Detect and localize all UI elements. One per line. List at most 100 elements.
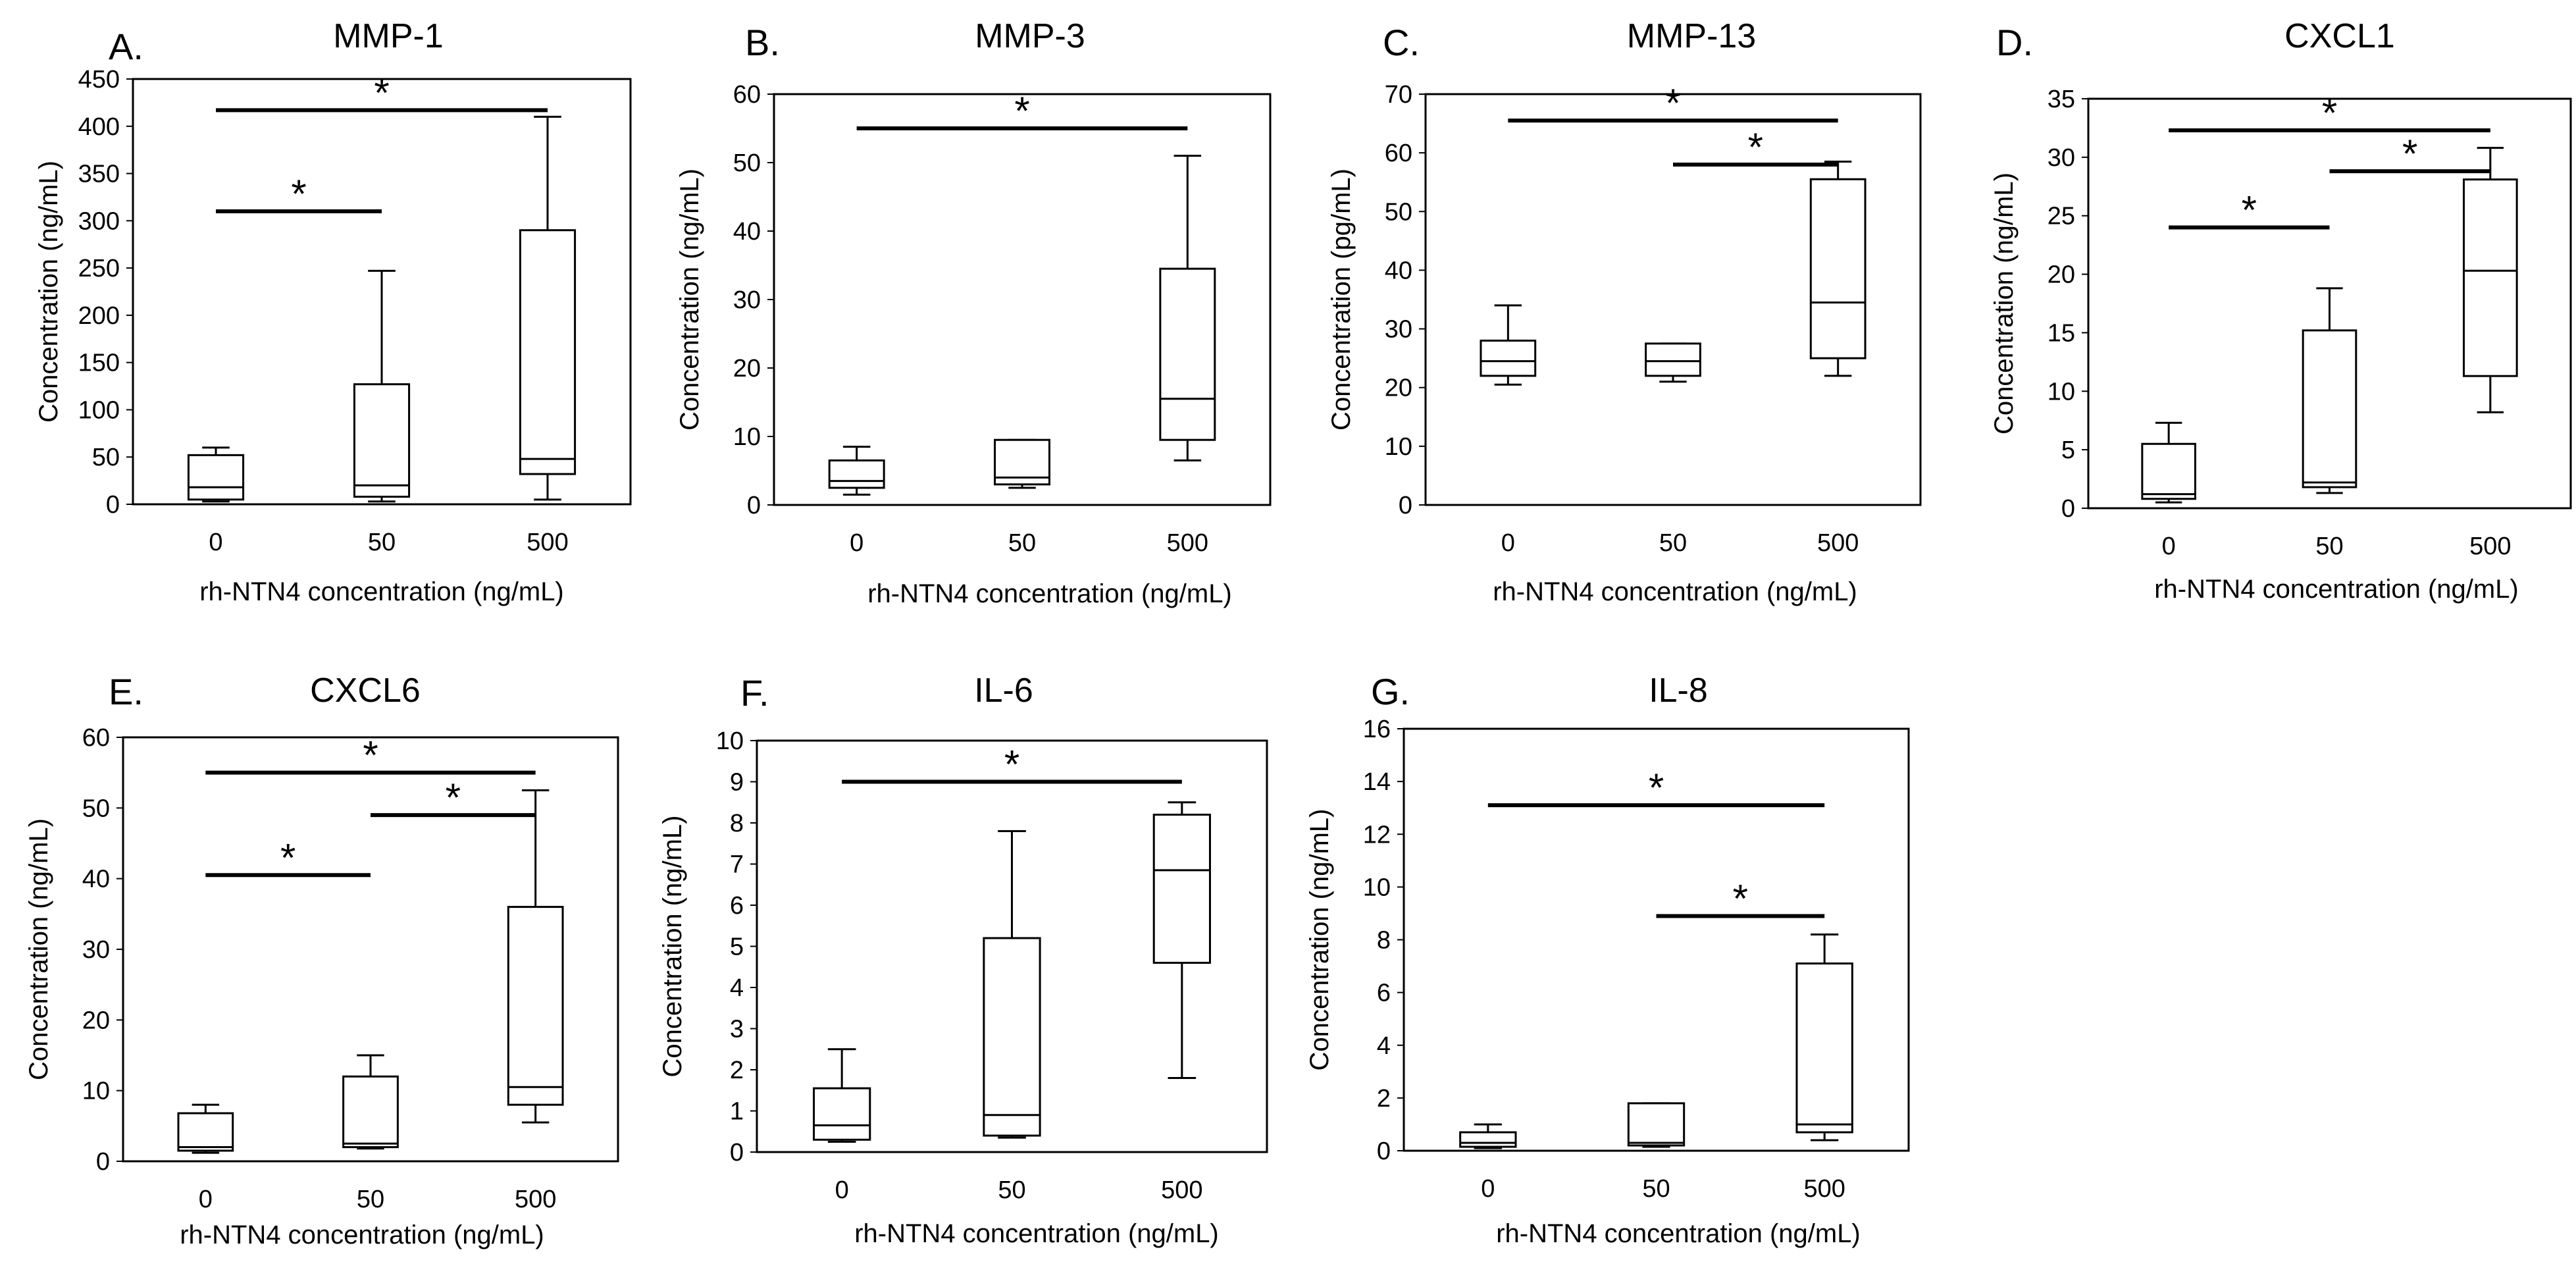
y-tick-label: 150 <box>78 350 120 377</box>
x-axis-label: rh-NTN4 concentration (ng/mL) <box>867 579 1232 608</box>
box-50 <box>1627 1102 1686 1148</box>
panel-title: IL-6 <box>974 671 1033 710</box>
significance-star: * <box>446 776 461 820</box>
x-axis-label: rh-NTN4 concentration (ng/mL) <box>199 577 564 606</box>
x-tick-label: 50 <box>1008 529 1036 557</box>
y-tick-label: 7 <box>730 851 744 879</box>
significance-star: * <box>1014 89 1029 133</box>
box-iqr <box>1809 178 1867 359</box>
box-iqr <box>342 1075 399 1149</box>
box-iqr <box>1627 1102 1686 1147</box>
significance-star: * <box>1004 743 1019 787</box>
y-tick-label: 14 <box>1363 768 1391 796</box>
box-500 <box>519 115 577 501</box>
box-iqr <box>519 229 577 475</box>
y-tick-label: 4 <box>1377 1032 1391 1060</box>
y-tick-label: 16 <box>1363 716 1391 743</box>
y-tick-label: 50 <box>92 444 120 471</box>
y-tick-label: 10 <box>1363 874 1391 901</box>
y-tick-label: 50 <box>82 795 110 822</box>
significance-star: * <box>1665 81 1680 125</box>
box-0 <box>187 446 245 503</box>
panel-title: CXCL6 <box>310 671 421 710</box>
y-tick-label: 300 <box>78 207 120 235</box>
x-axis-label: rh-NTN4 concentration (ng/mL) <box>1496 1219 1861 1248</box>
y-tick-label: 0 <box>2061 495 2075 523</box>
significance-star: * <box>1748 125 1763 169</box>
plot-frame <box>1424 93 1922 506</box>
significance-star: * <box>374 70 389 115</box>
box-iqr <box>187 454 245 501</box>
panel-letter: A. <box>109 26 143 67</box>
y-tick-label: 60 <box>733 81 761 109</box>
y-tick-label: 12 <box>1363 821 1391 849</box>
y-tick-label: 2 <box>1377 1085 1391 1113</box>
box-50 <box>994 438 1050 489</box>
y-tick-label: 450 <box>78 66 120 93</box>
y-tick-label: 10 <box>716 727 744 755</box>
y-tick-label: 5 <box>2061 436 2075 464</box>
panel-d: D. CXCL1 0 5 10 15 20 25 30 35 0 50 500 rh-NTN4 conce… <box>1990 17 2572 604</box>
y-axis-label: Concentration (ng/mL) <box>675 169 704 431</box>
y-tick-label: 30 <box>2048 144 2075 172</box>
box-iqr <box>983 937 1041 1137</box>
y-tick-label: 0 <box>1399 492 1412 519</box>
x-tick-label: 500 <box>515 1186 556 1213</box>
y-tick-label: 20 <box>82 1007 110 1034</box>
box-50 <box>353 269 411 503</box>
box-500 <box>507 789 564 1124</box>
box-iqr <box>1459 1131 1517 1148</box>
x-tick-label: 0 <box>835 1176 849 1204</box>
y-tick-label: 10 <box>2048 378 2075 406</box>
box-iqr <box>2463 178 2518 377</box>
y-tick-label: 0 <box>106 491 120 519</box>
box-iqr <box>353 383 411 498</box>
panel-letter: E. <box>109 671 143 712</box>
box-iqr <box>177 1112 234 1152</box>
y-axis-label: Concentration (ng/mL) <box>1305 809 1334 1071</box>
significance-star: * <box>291 172 306 216</box>
x-tick-label: 0 <box>199 1186 213 1213</box>
y-tick-label: 350 <box>78 161 120 188</box>
y-tick-label: 250 <box>78 255 120 282</box>
y-tick-label: 40 <box>82 866 110 893</box>
significance-star: * <box>2242 188 2257 232</box>
y-tick-label: 1 <box>730 1098 744 1126</box>
box-50 <box>1645 342 1701 383</box>
box-iqr <box>507 906 564 1106</box>
y-tick-label: 0 <box>747 492 761 519</box>
panel-letter: C. <box>1383 22 1420 63</box>
x-axis-label: rh-NTN4 concentration (ng/mL) <box>180 1221 544 1249</box>
box-iqr <box>1480 339 1537 377</box>
y-tick-label: 10 <box>733 423 761 451</box>
x-tick-label: 0 <box>1481 1175 1495 1203</box>
panel-c: C. MMP-13 0 10 20 30 40 50 60 70 0 50 500 rh-NTN4 con… <box>1327 17 1922 606</box>
x-tick-label: 50 <box>357 1186 384 1213</box>
y-tick-label: 25 <box>2048 203 2075 230</box>
y-tick-label: 20 <box>2048 261 2075 289</box>
y-tick-label: 70 <box>1385 81 1412 109</box>
box-iqr <box>1645 342 1701 377</box>
x-tick-label: 500 <box>1803 1175 1845 1203</box>
y-tick-label: 10 <box>1385 433 1412 461</box>
panel-letter: F. <box>740 672 769 714</box>
y-tick-label: 30 <box>733 286 761 314</box>
y-tick-label: 35 <box>2048 86 2075 113</box>
y-tick-label: 6 <box>1377 980 1391 1007</box>
panel-e: E. CXCL6 0 10 20 30 40 50 60 0 50 500 rh-NTN4 concen… <box>24 671 619 1249</box>
y-tick-label: 20 <box>733 355 761 382</box>
plot-frame <box>132 78 632 506</box>
significance-star: * <box>2402 132 2417 176</box>
y-axis-label: Concentration (ng/mL) <box>24 818 53 1080</box>
box-500 <box>2463 147 2518 413</box>
y-tick-label: 60 <box>1385 140 1412 167</box>
x-tick-label: 50 <box>998 1176 1025 1204</box>
y-tick-label: 100 <box>78 396 120 424</box>
panel-a: A. MMP-1 0 50 100 150 200 250 300 350 400 450 0 50 500… <box>34 17 632 606</box>
y-tick-label: 40 <box>1385 257 1412 284</box>
y-tick-label: 10 <box>82 1078 110 1105</box>
box-500 <box>1152 801 1211 1079</box>
panel-f: F. IL-6 0 1 2 3 4 5 6 7 8 9 10 0 50 500 rh-NTN4 concentr… <box>658 671 1268 1248</box>
y-tick-label: 6 <box>730 892 744 920</box>
